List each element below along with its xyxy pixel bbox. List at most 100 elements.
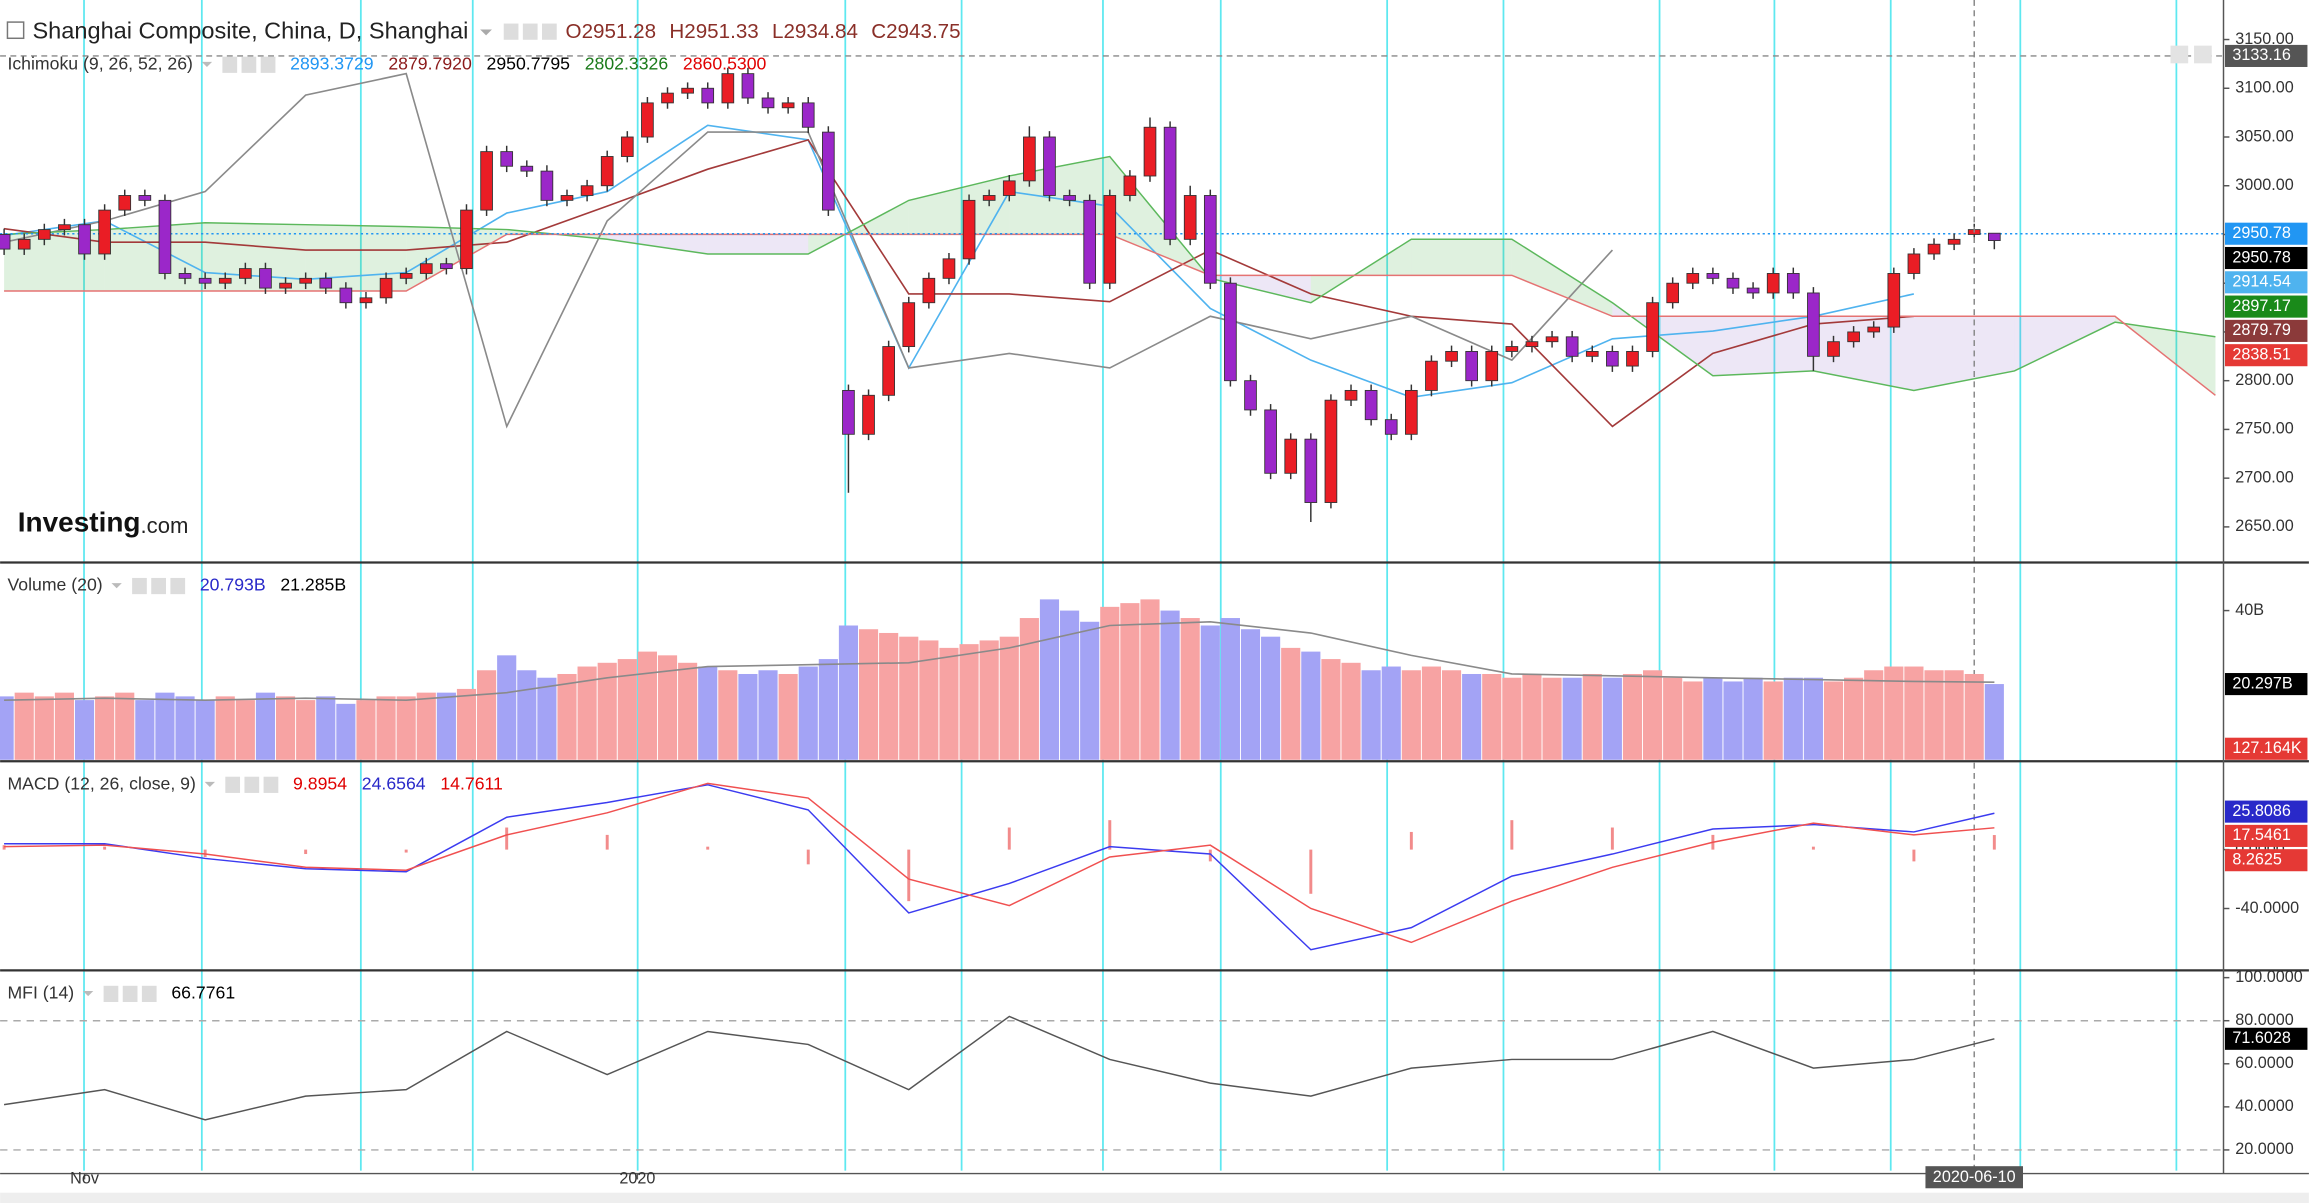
- candle-body: [480, 151, 493, 211]
- axis-label-bg: [2224, 319, 2308, 342]
- volume-bar: [1401, 670, 1421, 760]
- volume-bar: [34, 696, 54, 760]
- candle-body: [1505, 346, 1519, 352]
- header-icon[interactable]: [542, 23, 557, 40]
- header-icon[interactable]: [522, 23, 538, 40]
- legend-value: 14.7611: [440, 773, 503, 793]
- collapse-icon[interactable]: [6, 21, 25, 40]
- indicator-name: MFI (14): [7, 983, 74, 1003]
- volume-bar: [858, 629, 879, 760]
- indicator-icon[interactable]: [263, 776, 279, 793]
- volume-bar: [1884, 666, 1904, 760]
- crosshair-label: 3133.16: [2232, 46, 2291, 64]
- cloud: [1813, 316, 1914, 391]
- candle-body: [1163, 126, 1177, 240]
- dropdown-icon: [82, 990, 94, 997]
- indicator-icon[interactable]: [222, 56, 238, 73]
- candle-body: [781, 102, 795, 109]
- candle-body: [1947, 238, 1961, 245]
- cloud: [1109, 156, 1211, 279]
- candle-body: [1726, 277, 1740, 289]
- indicator-icon[interactable]: [244, 776, 260, 793]
- volume-bar: [1160, 610, 1180, 760]
- chart-title: Shanghai Composite, China, D, Shanghai: [32, 18, 468, 44]
- indicator-icon[interactable]: [260, 56, 276, 73]
- candle-body: [1143, 126, 1157, 177]
- volume-ma-line: [4, 621, 1995, 701]
- volume-bar: [215, 696, 235, 760]
- volume-bar: [497, 655, 517, 760]
- volume-bar: [879, 632, 899, 760]
- indicator-icon[interactable]: [241, 56, 257, 73]
- candle-body: [1203, 195, 1217, 284]
- volume-bar: [1200, 625, 1220, 760]
- volume-bar: [0, 696, 14, 760]
- volume-bar: [1663, 677, 1683, 760]
- candle-body: [78, 224, 91, 255]
- volume-bar: [1763, 681, 1783, 760]
- dropdown-icon: [201, 61, 213, 67]
- volume-bar: [1220, 618, 1240, 760]
- volume-bar: [135, 700, 155, 760]
- indicator-name: Ichimoku (9, 26, 52, 26): [7, 53, 193, 73]
- volume-bar: [1562, 677, 1582, 760]
- candle-body: [178, 273, 192, 279]
- volume-bar: [919, 640, 939, 760]
- axis-label: 2838.51: [2232, 345, 2291, 363]
- indicator-icon[interactable]: [225, 776, 241, 793]
- y-tick-label: 2700.00: [2235, 468, 2294, 486]
- dropdown-icon: [480, 29, 492, 36]
- volume-bar: [1261, 636, 1281, 760]
- candle-body: [1626, 350, 1639, 367]
- indicator-icon[interactable]: [170, 577, 186, 595]
- candle-body: [741, 73, 755, 99]
- pane-button[interactable]: [2170, 45, 2189, 64]
- candle-body: [1847, 331, 1860, 343]
- candle-body: [500, 151, 514, 167]
- candle-body: [1666, 282, 1680, 304]
- volume-bar: [959, 644, 979, 760]
- axis-label: 127.164K: [2232, 739, 2302, 757]
- indicator-icon[interactable]: [151, 577, 166, 595]
- candle-body: [842, 389, 855, 435]
- axis-label: 2914.54: [2232, 273, 2291, 291]
- volume-bar: [1462, 673, 1482, 760]
- pane-button[interactable]: [2194, 45, 2212, 64]
- candle-body: [560, 195, 574, 201]
- volume-bar: [456, 688, 477, 760]
- indicator-icon[interactable]: [103, 985, 119, 1003]
- legend-value: 2893.3729: [290, 53, 373, 73]
- volume-bar: [376, 696, 396, 760]
- y-tick-label: 2800.00: [2235, 371, 2294, 389]
- logo-suffix: .com: [141, 513, 189, 538]
- candle-body: [1807, 292, 1820, 357]
- cloud: [406, 226, 507, 292]
- volume-bar: [1502, 677, 1522, 760]
- volume-bar: [1904, 666, 1924, 760]
- volume-bar: [1482, 673, 1502, 760]
- volume-bar: [1100, 606, 1120, 760]
- candle-body: [1384, 419, 1398, 435]
- volume-bar: [1622, 673, 1643, 760]
- candle-body: [1907, 253, 1921, 274]
- indicator-line: [4, 782, 1995, 944]
- candle-body: [1465, 350, 1478, 382]
- indicator-icon[interactable]: [141, 985, 157, 1003]
- indicator-line: [4, 784, 1995, 951]
- candle-body: [701, 87, 715, 104]
- volume-bar: [396, 696, 416, 760]
- volume-bar: [738, 673, 758, 760]
- volume-bar: [74, 700, 95, 760]
- indicator-icon[interactable]: [132, 577, 147, 595]
- header-icon[interactable]: [503, 23, 519, 40]
- volume-bar: [1703, 677, 1723, 760]
- indicator-icon[interactable]: [122, 985, 138, 1003]
- candle-body: [359, 297, 373, 304]
- candle-body: [1405, 389, 1418, 435]
- indicator-name: MACD (12, 26, close, 9): [7, 773, 195, 793]
- candle-body: [1264, 409, 1277, 474]
- candle-body: [882, 346, 895, 396]
- candle-body: [620, 136, 634, 157]
- candle-body: [1746, 287, 1760, 294]
